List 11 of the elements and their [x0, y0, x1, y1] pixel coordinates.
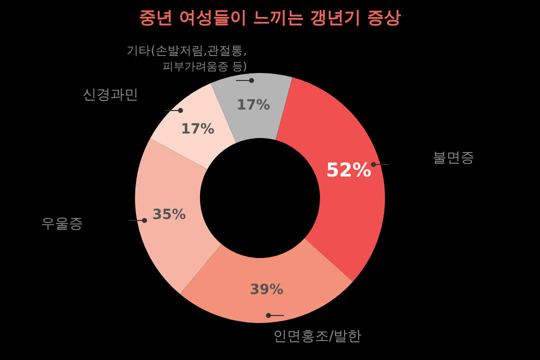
- data-label: 39%: [250, 282, 284, 298]
- slice-label: 불면증: [432, 150, 475, 166]
- data-label: 17%: [180, 121, 214, 138]
- slice-label: 인면홍조/발한: [272, 328, 362, 344]
- data-label: 17%: [236, 97, 270, 114]
- slice-label: 기타(손발저림,관절통, 피부가려움증 등): [126, 43, 248, 74]
- slice-label: 신경과민: [82, 86, 139, 103]
- data-label: 35%: [152, 207, 186, 224]
- slice-label: 우울증: [41, 216, 84, 232]
- data-label: 52%: [326, 160, 372, 182]
- chart-title: 중년 여성들이 느끼는 갱년기 증상: [138, 7, 402, 30]
